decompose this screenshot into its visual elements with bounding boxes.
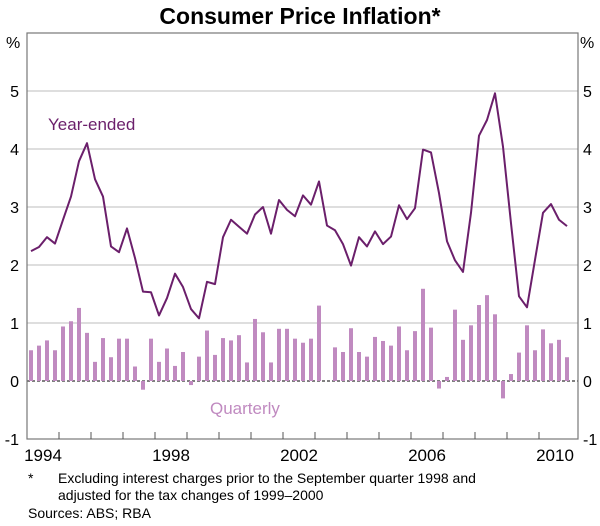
quarterly-bar [237,335,241,381]
year-ended-line [30,92,568,320]
quarterly-bar [285,328,289,381]
quarterly-bar [133,366,137,381]
quarterly-bar [205,330,209,381]
quarterly-bar [349,328,353,381]
quarterly-bar [93,361,97,381]
quarterly-bar [517,352,521,381]
quarterly-bar [165,348,169,381]
quarterly-bar [85,332,89,381]
quarterly-bar [445,376,449,381]
quarterly-bar [221,338,225,381]
quarterly-bar [293,338,297,381]
quarterly-bar [453,309,457,381]
quarterly-bar [421,288,425,381]
quarterly-bar [253,318,257,381]
quarterly-bar [509,374,513,381]
quarterly-bar [181,352,185,381]
y-tick-label-left: 4 [10,142,19,159]
quarterly-bar [277,328,281,381]
quarterly-bar [229,340,233,381]
quarterly-bar [125,338,129,381]
y-tick-label-right: 2 [583,258,592,275]
quarterly-bar [309,338,313,381]
y-tick-label-left: -1 [5,432,19,449]
quarterly-bar [413,331,417,381]
x-tick-label: 2006 [408,446,446,465]
x-tick-label: 2002 [280,446,318,465]
quarterly-bar [173,365,177,381]
quarterly-bar [357,352,361,381]
y-tick-label-left: 2 [10,258,19,275]
quarterly-bar [469,325,473,381]
y-tick-label-right: 1 [583,316,592,333]
quarterly-bar [101,338,105,381]
quarterly-bar [269,362,273,381]
quarterly-bar [405,350,409,381]
chart-svg: Consumer Price Inflation* % % -1 -1 0 0 1 1 2 2… [5,3,598,465]
sources: Sources: ABS; RBA [28,505,151,521]
footnote-line-1: Excluding interest charges prior to the … [58,470,476,486]
quarterly-bar [549,343,553,381]
quarterly-bar [365,356,369,381]
quarterly-bar [197,356,201,381]
quarterly-bar [341,352,345,381]
x-tick-label: 2010 [536,446,574,465]
y-axis-unit-right: % [580,35,594,52]
quarterly-bar [493,314,497,381]
x-tick-label: 1998 [152,446,190,465]
quarterly-bar [381,340,385,381]
quarterly-bar [301,342,305,381]
y-tick-label-left: 0 [10,374,19,391]
quarterly-bar [29,350,33,381]
quarterly-bar [37,345,41,381]
quarterly-bar [141,381,145,390]
plot-frame [26,32,579,440]
quarterly-bar [109,357,113,381]
y-tick-label-right: 0 [583,374,592,391]
y-tick-label-right: 4 [583,142,592,159]
y-axis-unit-left: % [6,35,20,52]
quarterly-bar [557,339,561,381]
quarterly-bar [149,338,153,381]
quarterly-bar [69,321,73,381]
quarterly-bar [389,345,393,381]
quarterly-bar [117,338,121,381]
quarterly-bar [333,347,337,381]
quarterly-bar [317,305,321,381]
quarterly-bar [245,362,249,381]
quarterly-bar [485,295,489,381]
quarterly-bar [213,354,217,381]
chart-title: Consumer Price Inflation* [159,3,440,29]
quarterly-bar [397,326,401,381]
quarterly-bar [541,329,545,381]
quarterly-bar [373,336,377,381]
quarterly-bar [477,305,481,381]
series-label-quarterly: Quarterly [210,399,280,418]
footnote-marker: * [28,470,34,486]
quarterly-bar [61,326,65,381]
y-tick-label-right: -1 [583,432,597,449]
quarterly-bar [565,357,569,381]
quarterly-bar [461,339,465,381]
quarterly-bar [429,327,433,381]
quarterly-bar [53,350,57,381]
quarterly-bar [437,381,441,389]
quarterly-bar [189,381,193,386]
y-tick-label-left: 1 [10,316,19,333]
footnote-line-2: adjusted for the tax changes of 1999–200… [58,487,324,503]
quarterly-bar [45,340,49,381]
quarterly-bar [525,325,529,381]
quarterly-bar [157,361,161,381]
quarterly-bar [261,332,265,381]
y-tick-label-left: 3 [10,200,19,217]
y-tick-label-left: 5 [10,84,19,101]
y-tick-label-right: 3 [583,200,592,217]
series-label-year-ended: Year-ended [48,115,135,134]
x-tick-label: 1994 [24,446,62,465]
quarterly-bar [501,381,505,399]
quarterly-bar [77,307,81,381]
quarterly-bar [533,350,537,381]
y-tick-label-right: 5 [583,84,592,101]
